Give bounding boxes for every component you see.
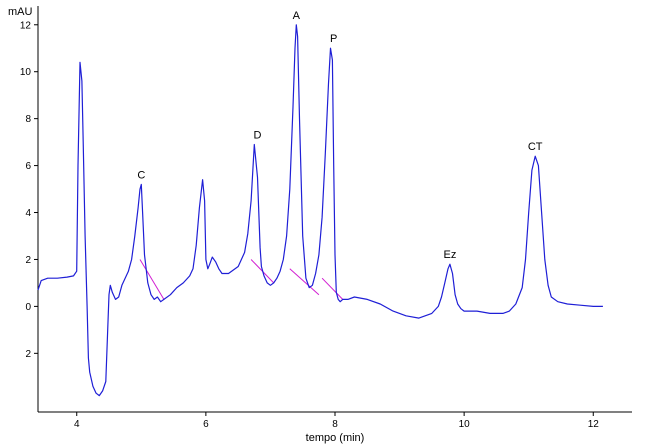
peak-label: P [330, 33, 337, 45]
y-tick-label: 2 [25, 255, 31, 266]
y-axis-label: mAU [8, 6, 33, 18]
y-tick-label: 2 [25, 349, 31, 360]
peak-label: C [137, 169, 145, 181]
x-tick-label: 4 [74, 419, 80, 430]
y-tick-label: 6 [25, 161, 31, 172]
y-tick-label: 10 [20, 67, 32, 78]
x-tick-label: 10 [459, 419, 471, 430]
peak-label: CT [528, 141, 543, 153]
y-tick-label: 0 [25, 302, 31, 313]
integration-baseline [289, 268, 320, 296]
axes [37, 6, 632, 413]
y-tick-label: 8 [25, 114, 31, 125]
integration-baselines [139, 259, 344, 300]
chromatogram-trace [37, 24, 603, 397]
peak-label: Ez [444, 249, 457, 261]
peak-labels: C D A P Ez CT [137, 10, 542, 261]
y-tick-label: 4 [25, 208, 31, 219]
integration-baseline [139, 259, 165, 300]
peak-label: A [293, 10, 301, 22]
integration-baseline [321, 277, 344, 300]
y-tick-label: 12 [20, 20, 32, 31]
x-tick-label: 6 [203, 419, 209, 430]
x-axis-label: tempo (min) [306, 432, 365, 444]
y-ticks: 2 0 2 4 6 8 10 12 [20, 20, 38, 360]
x-tick-label: 12 [588, 419, 600, 430]
x-ticks: 4 6 8 10 12 [74, 412, 599, 430]
x-tick-label: 8 [332, 419, 338, 430]
peak-label: D [254, 129, 262, 141]
